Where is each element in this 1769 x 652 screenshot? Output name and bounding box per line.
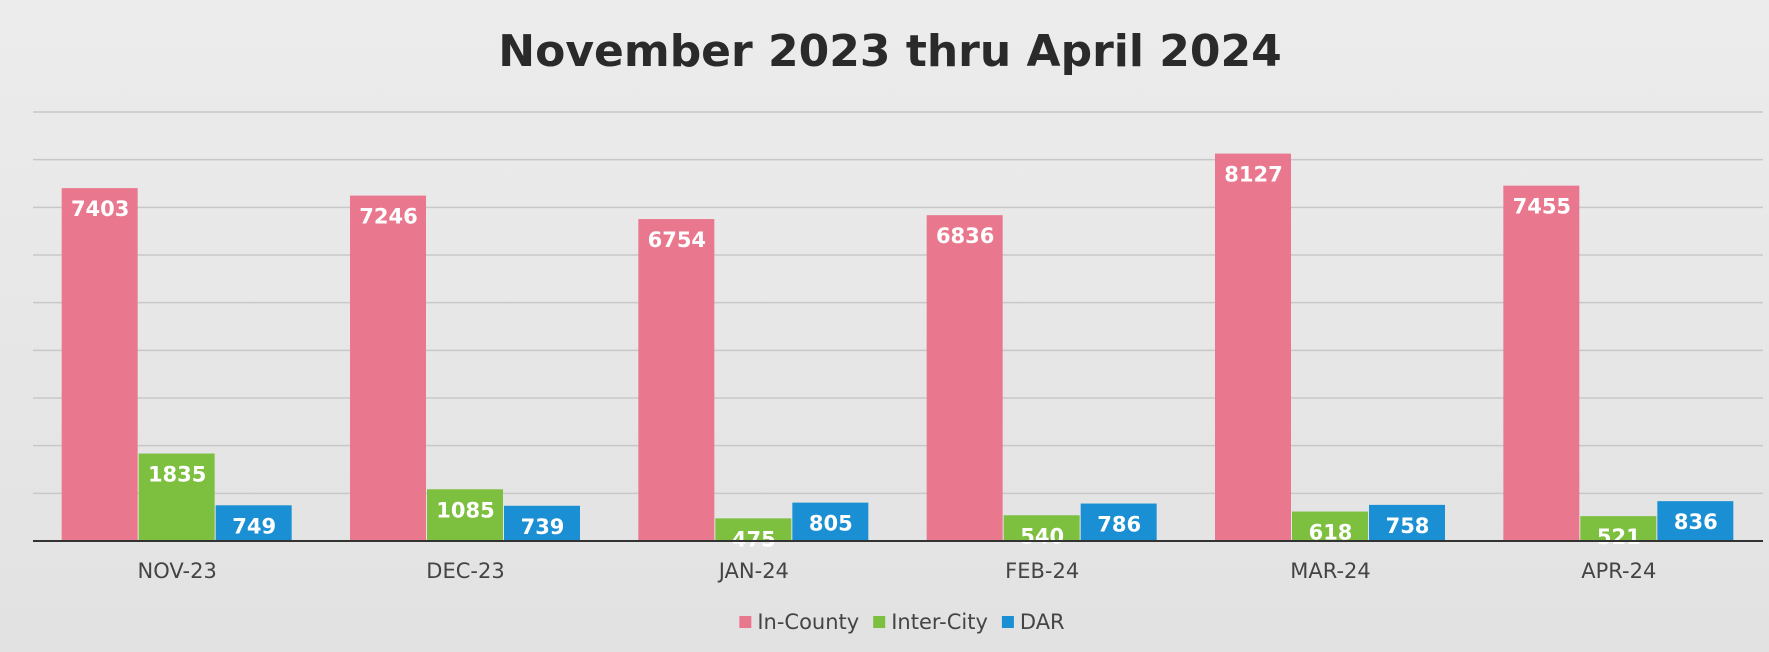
bar <box>792 502 869 541</box>
legend-label: DAR <box>1020 610 1065 634</box>
data-label: 7403 <box>71 197 129 221</box>
legend-swatch <box>739 616 752 628</box>
data-label: 521 <box>1597 525 1641 549</box>
data-label: 836 <box>1674 510 1718 534</box>
bar <box>1657 501 1734 541</box>
bar <box>504 505 580 541</box>
legend-swatch <box>1001 616 1014 628</box>
bar <box>427 489 503 541</box>
bar <box>1369 504 1445 541</box>
x-tick-label: DEC-23 <box>426 559 504 583</box>
chart-title: November 2023 thru April 2024 <box>498 26 1281 77</box>
bar <box>1292 511 1368 541</box>
data-label: 758 <box>1386 514 1430 538</box>
data-label: 6754 <box>648 228 706 252</box>
bar <box>1003 515 1080 541</box>
x-tick-label: NOV-23 <box>138 559 217 583</box>
data-label: 1835 <box>148 463 206 487</box>
legend-label: In-County <box>757 610 859 634</box>
legend-label: Inter-City <box>891 610 988 634</box>
bar <box>1215 153 1291 541</box>
data-label: 739 <box>521 515 565 539</box>
bar <box>350 195 426 541</box>
x-tick-label: APR-24 <box>1581 559 1656 583</box>
x-tick-label: MAR-24 <box>1290 559 1371 583</box>
legend-swatch <box>873 616 886 628</box>
bar <box>215 505 292 541</box>
x-tick-label: FEB-24 <box>1005 559 1079 583</box>
data-label: 749 <box>232 514 276 538</box>
bar <box>926 215 1003 541</box>
x-tick-label: JAN-24 <box>717 559 789 583</box>
data-label: 1085 <box>436 498 494 522</box>
data-label: 786 <box>1097 513 1141 537</box>
data-label: 7246 <box>359 205 417 229</box>
bar <box>61 188 138 542</box>
data-label: 6836 <box>936 224 994 248</box>
bar <box>1580 516 1657 541</box>
data-label: 805 <box>809 512 853 536</box>
data-label: 540 <box>1020 524 1064 548</box>
bar <box>138 453 215 541</box>
data-label: 8127 <box>1224 163 1282 187</box>
bar <box>715 518 792 541</box>
data-label: 7455 <box>1513 195 1571 219</box>
bar <box>1080 503 1157 541</box>
data-label: 475 <box>732 527 776 551</box>
bar <box>1503 185 1580 541</box>
bar <box>638 219 715 541</box>
